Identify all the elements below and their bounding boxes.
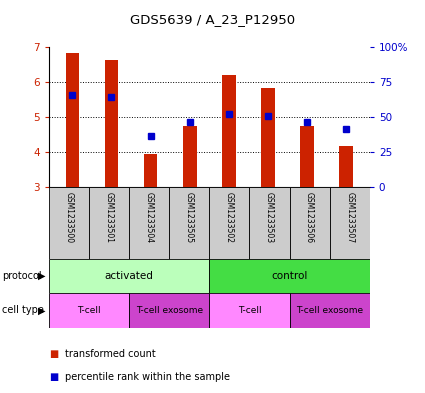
Bar — [289, 293, 370, 328]
Bar — [49, 187, 89, 259]
Bar — [249, 187, 289, 259]
Text: activated: activated — [105, 271, 153, 281]
Bar — [209, 293, 289, 328]
Text: percentile rank within the sample: percentile rank within the sample — [65, 372, 230, 382]
Text: GSM1233505: GSM1233505 — [185, 193, 194, 244]
Text: ▶: ▶ — [37, 271, 45, 281]
Bar — [340, 145, 353, 187]
Text: protocol: protocol — [2, 271, 42, 281]
Bar — [183, 126, 197, 187]
Text: GDS5639 / A_23_P12950: GDS5639 / A_23_P12950 — [130, 13, 295, 26]
Bar — [89, 187, 129, 259]
Text: transformed count: transformed count — [65, 349, 156, 359]
Bar — [65, 53, 79, 187]
Bar — [209, 259, 370, 293]
Text: T-cell exosome: T-cell exosome — [296, 306, 363, 315]
Text: GSM1233503: GSM1233503 — [265, 193, 274, 244]
Text: GSM1233507: GSM1233507 — [345, 193, 354, 244]
Bar — [300, 126, 314, 187]
Bar — [209, 187, 249, 259]
Text: ■: ■ — [49, 349, 58, 359]
Text: T-cell exosome: T-cell exosome — [136, 306, 203, 315]
Bar — [144, 154, 158, 187]
Text: cell type: cell type — [2, 305, 44, 316]
Text: GSM1233501: GSM1233501 — [105, 193, 113, 244]
Text: T-cell: T-cell — [238, 306, 261, 315]
Bar — [289, 187, 330, 259]
Bar — [330, 187, 370, 259]
Bar — [49, 259, 209, 293]
Text: ▶: ▶ — [37, 305, 45, 316]
Text: T-cell: T-cell — [77, 306, 101, 315]
Bar — [261, 88, 275, 187]
Bar — [222, 75, 236, 187]
Bar — [169, 187, 209, 259]
Text: GSM1233506: GSM1233506 — [305, 193, 314, 244]
Bar — [105, 61, 118, 187]
Text: control: control — [271, 271, 308, 281]
Bar — [129, 293, 209, 328]
Text: GSM1233500: GSM1233500 — [65, 193, 74, 244]
Text: ■: ■ — [49, 372, 58, 382]
Text: GSM1233504: GSM1233504 — [144, 193, 154, 244]
Bar — [49, 293, 129, 328]
Bar — [129, 187, 169, 259]
Text: GSM1233502: GSM1233502 — [225, 193, 234, 244]
